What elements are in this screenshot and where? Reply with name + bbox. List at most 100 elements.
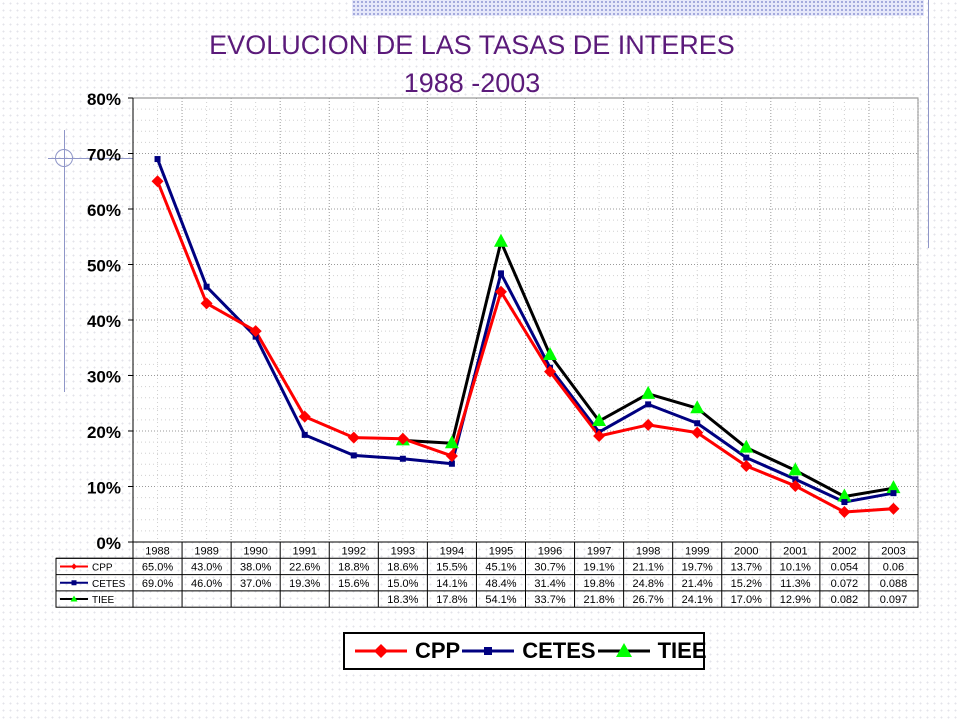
data-point-cpp: [593, 429, 606, 442]
legend-label-tiee: TIEE: [657, 638, 707, 663]
data-table-cell: 21.8%: [583, 594, 614, 606]
legend-label-cpp: CPP: [415, 638, 461, 663]
data-table-cell: 0.097: [880, 594, 908, 606]
legend-marker-tiee: [597, 643, 650, 657]
slide-decoration-vertical-line: [928, 0, 929, 248]
slide-decoration-left-line: [64, 130, 65, 392]
x-tick-label: 1999: [685, 545, 709, 557]
data-table-cell: 24.8%: [633, 578, 664, 590]
data-table-cell: 24.1%: [682, 594, 713, 606]
legend-item-cpp: CPP: [353, 638, 460, 664]
x-tick-label: 2000: [734, 545, 758, 557]
y-tick-label: 10%: [87, 479, 121, 498]
series-line-cpp: [156, 180, 894, 514]
data-table-cell: 45.1%: [485, 562, 516, 574]
x-tick-label: 1994: [440, 545, 464, 557]
data-table-cell: 30.7%: [534, 562, 565, 574]
data-point-cetes: [694, 420, 701, 427]
data-table-cell: 19.7%: [682, 562, 713, 574]
data-table-cell: 31.4%: [534, 578, 565, 590]
x-tick-label: 2003: [881, 545, 905, 557]
data-table-cell: 18.3%: [387, 594, 418, 606]
data-table-cell: 0.088: [880, 578, 908, 590]
y-tick-label: 80%: [87, 90, 121, 109]
data-point-cpp: [789, 479, 802, 492]
data-table-cell: 12.9%: [780, 594, 811, 606]
data-point-cetes: [792, 476, 799, 483]
data-table-cell: 15.0%: [387, 578, 418, 590]
data-point-cetes: [890, 490, 897, 497]
table-series-key-marker: [71, 563, 77, 570]
data-table-cell: 0.082: [831, 594, 859, 606]
slide-decoration-circle: [55, 149, 73, 167]
data-point-cpp: [298, 410, 311, 423]
data-table-cell: 37.0%: [240, 578, 271, 590]
data-point-cetes: [203, 283, 210, 290]
data-table-cell: 33.7%: [534, 594, 565, 606]
data-point-cetes: [841, 499, 848, 506]
data-point-tiee: [493, 233, 508, 247]
data-point-tiee: [739, 439, 754, 453]
data-point-tiee: [690, 400, 705, 414]
data-point-tiee: [543, 346, 558, 360]
data-point-cetes: [645, 401, 652, 408]
data-point-cetes: [154, 156, 161, 163]
y-tick-label: 20%: [87, 423, 121, 442]
legend-item-cetes: CETES: [460, 638, 596, 664]
data-table-cell: 26.7%: [633, 594, 664, 606]
data-point-tiee: [788, 462, 803, 476]
legend-marker-cetes: [462, 647, 515, 655]
data-point-cetes: [301, 431, 308, 438]
legend-label-cetes: CETES: [522, 638, 596, 663]
data-point-cetes: [743, 454, 750, 461]
y-tick-label: 30%: [87, 368, 121, 387]
data-point-cetes: [497, 270, 504, 277]
data-table-cell: 54.1%: [485, 594, 516, 606]
data-table-cell: 15.6%: [338, 578, 369, 590]
data-point-cpp: [396, 432, 409, 445]
table-series-name: TIEE: [92, 595, 115, 606]
table-series-key-marker: [70, 595, 78, 602]
data-point-cpp: [347, 431, 360, 444]
chart-legend: CPP CETES TIEE: [343, 632, 707, 670]
x-tick-label: 1989: [194, 545, 218, 557]
x-tick-label: 1988: [145, 545, 169, 557]
data-table-cell: 17.0%: [731, 594, 762, 606]
data-table-cell: 69.0%: [142, 578, 173, 590]
data-point-cetes: [448, 460, 455, 467]
data-point-cpp: [445, 449, 458, 462]
y-tick-label: 0%: [96, 534, 121, 553]
y-tick-label: 40%: [87, 312, 121, 331]
data-table-cell: 18.8%: [338, 562, 369, 574]
data-table-cell: 19.8%: [583, 578, 614, 590]
data-point-cpp: [544, 365, 557, 378]
legend-marker-cpp: [355, 644, 407, 658]
data-point-cpp: [691, 426, 704, 439]
table-series-name: CPP: [92, 563, 113, 574]
data-table-cell: 0.06: [883, 562, 904, 574]
data-point-cetes: [350, 452, 357, 459]
data-table-cell: 43.0%: [191, 562, 222, 574]
data-table-cell: 21.1%: [633, 562, 664, 574]
chart-title: EVOLUCION DE LAS TASAS DE INTERES: [209, 30, 735, 60]
data-table-cell: 48.4%: [485, 578, 516, 590]
data-point-cpp: [151, 175, 164, 188]
data-table-cell: 21.4%: [682, 578, 713, 590]
x-tick-label: 1990: [243, 545, 267, 557]
data-table-cell: 10.1%: [780, 562, 811, 574]
x-tick-label: 1992: [342, 545, 366, 557]
data-table-cell: 38.0%: [240, 562, 271, 574]
data-point-cpp: [494, 285, 507, 298]
slide-decoration-band: [352, 0, 924, 16]
data-table-cell: 46.0%: [191, 578, 222, 590]
data-table-cell: 65.0%: [142, 562, 173, 574]
x-tick-label: 1998: [636, 545, 660, 557]
data-point-tiee: [837, 488, 852, 502]
y-tick-label: 70%: [87, 146, 121, 165]
data-table-cell: 22.6%: [289, 562, 320, 574]
x-tick-label: 2002: [832, 545, 856, 557]
data-table-cell: 0.054: [831, 562, 859, 574]
data-table-cell: 19.1%: [583, 562, 614, 574]
y-tick-label: 60%: [87, 201, 121, 220]
data-point-cpp: [838, 506, 851, 519]
